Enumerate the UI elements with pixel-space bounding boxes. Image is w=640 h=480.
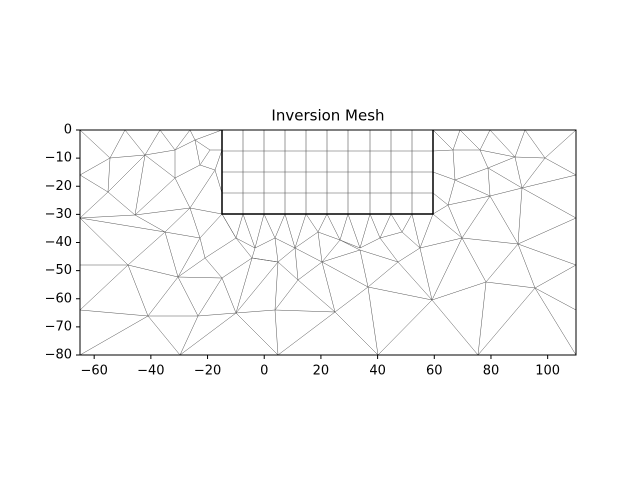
- x-tick-label: 20: [313, 364, 330, 379]
- chart-title: Inversion Mesh: [271, 107, 384, 125]
- y-tick-label: 0: [64, 123, 72, 138]
- inversion-grid: [222, 130, 433, 214]
- y-tick-label: −70: [45, 319, 72, 334]
- x-tick-label: 0: [260, 364, 268, 379]
- x-tick-label: 100: [535, 364, 560, 379]
- y-tick-label: −10: [45, 151, 72, 166]
- y-tick-label: −50: [45, 263, 72, 278]
- x-tick-label: 80: [483, 364, 500, 379]
- y-tick-label: −60: [45, 291, 72, 306]
- x-tick-label: 60: [426, 364, 443, 379]
- x-tick-label: 40: [369, 364, 386, 379]
- inversion-region: [221, 130, 434, 215]
- x-tick-label: −40: [137, 364, 164, 379]
- x-tick-label: −60: [80, 364, 107, 379]
- y-tick-label: −40: [45, 235, 72, 250]
- y-tick-label: −80: [45, 348, 72, 363]
- x-tick-label: −20: [194, 364, 221, 379]
- y-tick-label: −30: [45, 207, 72, 222]
- y-tick-label: −20: [45, 179, 72, 194]
